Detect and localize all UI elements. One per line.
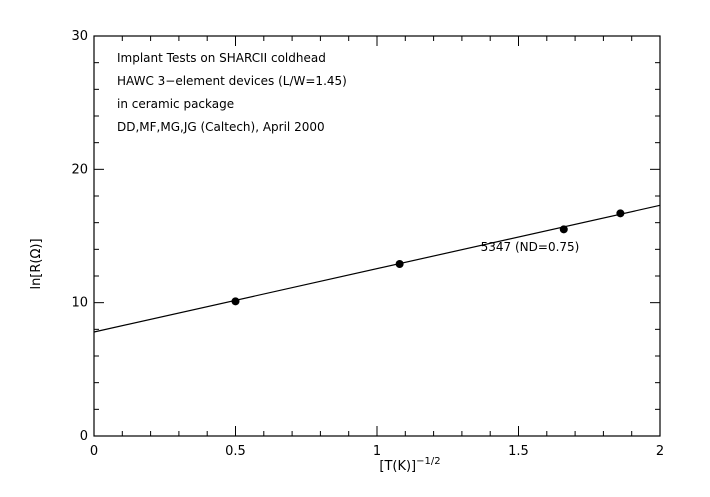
data-point: [231, 297, 240, 306]
series-label: 5347 (ND=0.75): [481, 240, 580, 254]
x-tick-label: 2: [656, 444, 664, 459]
annotation-line-2: HAWC 3−element devices (L/W=1.45): [117, 74, 347, 88]
x-tick-label: 1: [373, 444, 381, 459]
data-point: [395, 260, 404, 268]
y-tick-label: 0: [80, 429, 88, 444]
x-tick-label: 0.5: [225, 444, 246, 459]
annotation-line-1: Implant Tests on SHARCII coldhead: [117, 51, 326, 65]
y-axis-label: ln[R(Ω)]: [29, 238, 44, 289]
x-axis: 0 0.5 1 1.5 2: [90, 36, 664, 459]
y-tick-label: 30: [71, 29, 88, 44]
fit-line: [93, 204, 661, 333]
x-tick-label: 1.5: [508, 444, 529, 459]
annotation-line-4: DD,MF,MG,JG (Caltech), April 2000: [117, 120, 325, 134]
plot-frame: [93, 35, 661, 437]
data-point: [616, 209, 625, 218]
x-axis-label: [T(K)]−1/2: [379, 456, 440, 474]
y-tick-label: 10: [71, 296, 88, 311]
annotation-line-3: in ceramic package: [117, 97, 234, 111]
data-points: [231, 209, 625, 306]
x-tick-label: 0: [90, 444, 98, 459]
data-point: [559, 225, 568, 234]
y-tick-label: 20: [71, 162, 88, 177]
y-axis: 0 10 20 30: [71, 29, 660, 444]
